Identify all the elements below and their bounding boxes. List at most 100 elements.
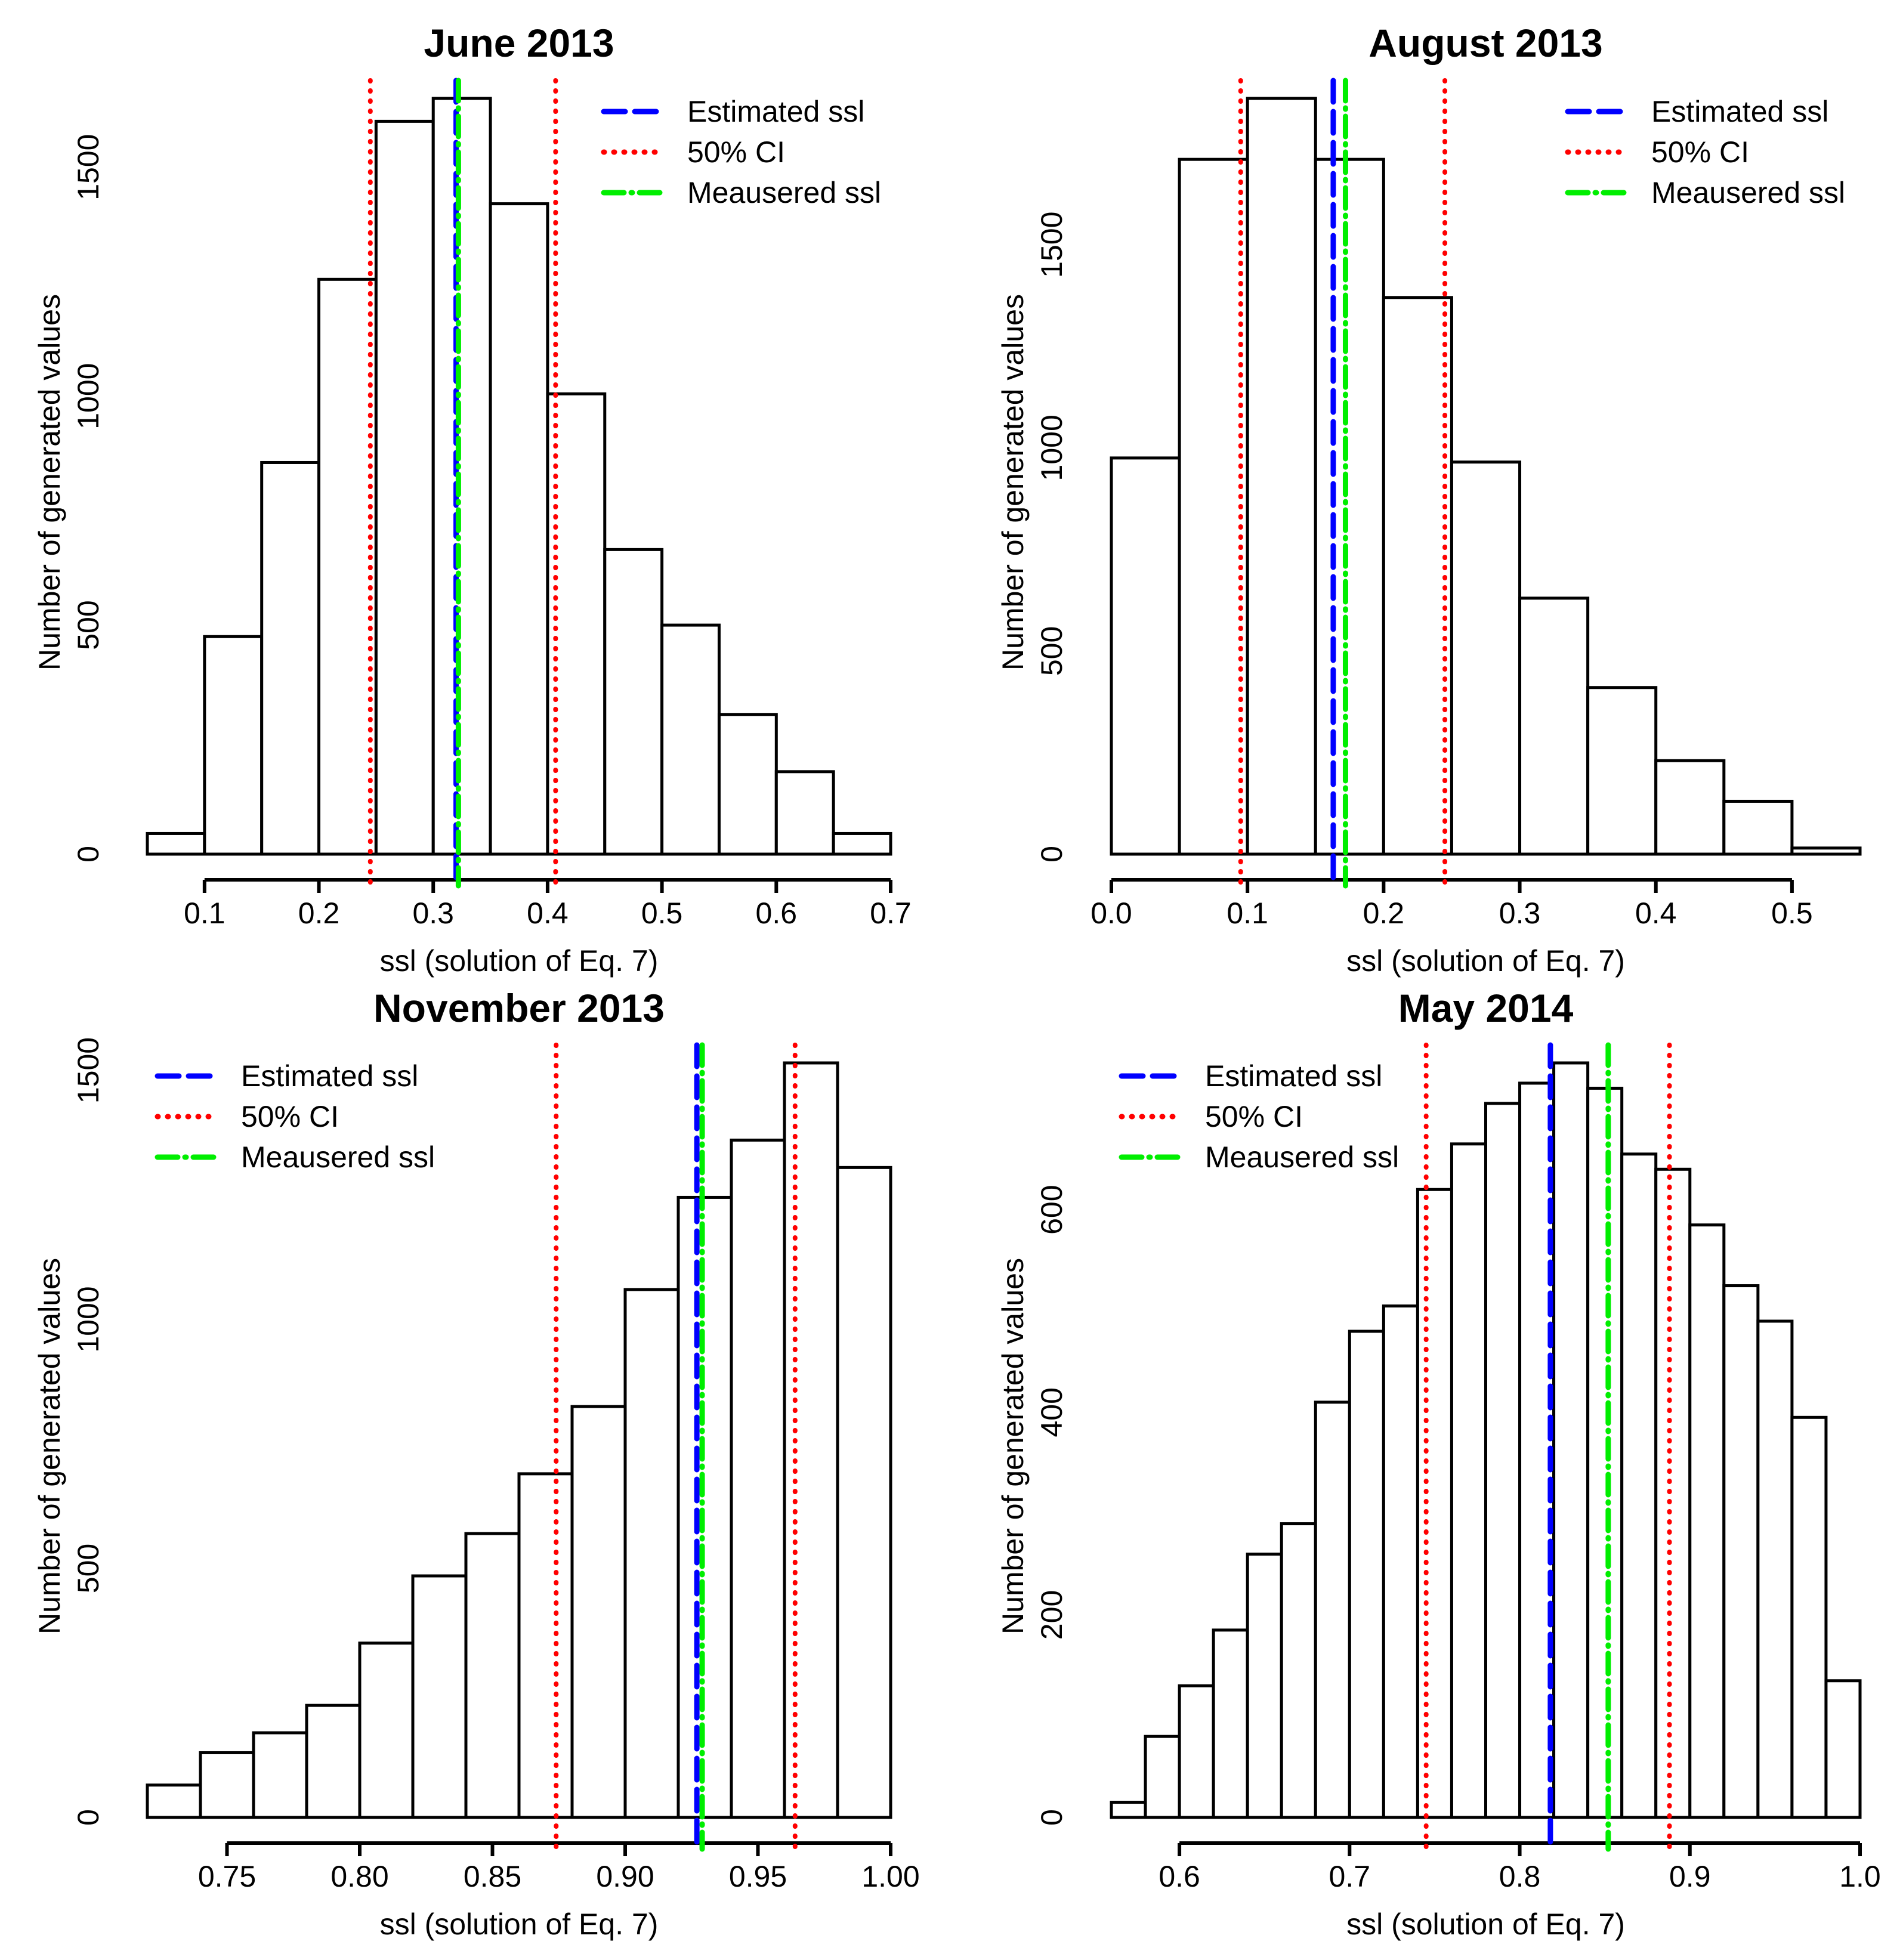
bar [358,1641,415,1819]
x-tick-label: 0.9 [1669,1860,1711,1893]
x-tick-label: 0.3 [1499,896,1541,930]
legend-label: Estimated ssl [687,95,864,128]
bar [1756,1319,1794,1819]
bar [260,460,321,856]
bar [1688,1223,1726,1819]
legend: Estimated ssl 50% CI Meausered ssl [1565,95,1845,209]
y-tick-label: 1500 [72,1037,105,1103]
x-tick-label: 0.2 [1363,896,1405,930]
bar [464,1532,521,1819]
x-tick-label: 0.5 [641,896,683,930]
y-axis-label: Number of generated values [996,1258,1030,1634]
bar [305,1704,362,1819]
x-tick-label: 1.00 [861,1860,919,1893]
bar [1144,1735,1181,1819]
bar [717,713,778,856]
y-tick-label: 500 [72,600,105,650]
bar [199,1751,255,1819]
legend-label: 50% CI [1651,135,1749,169]
x-tick-label: 0.2 [298,896,340,930]
panel-3: November 2013 0.75 0.80 0.85 0.90 0.95 1.00 ssl… [33,986,920,1941]
bar [489,202,549,856]
bar [1620,1152,1658,1819]
legend-label: 50% CI [687,135,785,169]
bar [1382,296,1453,856]
bar [1518,596,1590,856]
y-axis-label: Number of generated values [33,294,66,670]
bar [146,831,206,856]
y-tick-label: 1000 [72,363,105,429]
x-axis: 0.1 0.2 0.3 0.4 0.5 0.6 0.7 ssl (solution of Eq… [184,878,912,978]
bar [146,1783,202,1819]
x-tick-label: 0.80 [330,1860,388,1893]
bar [1722,799,1794,856]
bar [252,1731,308,1819]
y-tick-label: 1500 [72,134,105,200]
bar [1586,686,1658,856]
bar [832,831,892,856]
legend-label: Meausered ssl [687,176,881,209]
bar [774,770,835,856]
bar [1314,1401,1351,1819]
bar [676,1195,733,1819]
legend-label: Meausered ssl [1651,176,1845,209]
x-axis-label: ssl (solution of Eq. 7) [380,944,659,978]
legend-label: Estimated ssl [1651,95,1828,128]
legend-label: 50% CI [1205,1100,1303,1133]
bar [1416,1188,1453,1819]
y-tick-label: 0 [1035,846,1068,862]
x-tick-label: 0.6 [1159,1860,1200,1893]
x-tick-label: 0.75 [198,1860,256,1893]
chart-title: May 2014 [1398,986,1574,1030]
bar [1178,157,1249,856]
legend: Estimated ssl 50% CI Meausered ssl [155,1059,435,1174]
y-tick-label: 1000 [72,1286,105,1352]
y-tick-label: 0 [72,846,105,862]
y-tick-label: 600 [1035,1185,1068,1234]
legend-label: Estimated ssl [1205,1059,1382,1093]
x-tick-label: 0.6 [756,896,798,930]
bar [623,1288,680,1819]
x-tick-label: 1.0 [1839,1860,1881,1893]
bar [546,392,607,856]
legend-label: Meausered ssl [1205,1140,1399,1174]
bar [660,623,721,856]
bar [317,277,378,856]
bar [1314,157,1385,856]
bar [1586,1086,1624,1819]
x-axis-label: ssl (solution of Eq. 7) [1346,1908,1625,1941]
y-axis: 0 500 1000 1500 Number of generated values [33,134,105,862]
x-tick-label: 0.1 [1227,896,1268,930]
x-tick-label: 0.4 [1635,896,1677,930]
bar [1178,1684,1215,1819]
bars [1110,97,1862,856]
bar [1790,846,1862,856]
y-tick-label: 400 [1035,1387,1068,1437]
bar [1484,1102,1522,1819]
bar [1382,1304,1419,1819]
bar [836,1166,892,1819]
y-tick-label: 200 [1035,1590,1068,1640]
y-tick-label: 0 [72,1809,105,1826]
legend-label: 50% CI [241,1100,339,1133]
chart-title: June 2013 [424,21,614,65]
bar [203,635,264,856]
chart-title: August 2013 [1368,21,1602,65]
y-tick-label: 1000 [1035,415,1068,481]
bar [1722,1284,1760,1819]
bar [1212,1628,1249,1819]
bar [1654,1167,1692,1819]
bars [146,97,892,856]
x-axis: 0.0 0.1 0.2 0.3 0.4 0.5 ssl (solution of Eq. 7… [1090,878,1813,978]
bars [1110,1061,1862,1819]
x-tick-label: 0.3 [412,896,454,930]
bar [783,1061,839,1819]
x-tick-label: 0.8 [1499,1860,1541,1893]
x-tick-label: 0.7 [870,896,912,930]
bar [1552,1061,1590,1819]
y-tick-label: 500 [1035,626,1068,676]
x-tick-label: 0.90 [596,1860,654,1893]
bar [1824,1679,1862,1819]
